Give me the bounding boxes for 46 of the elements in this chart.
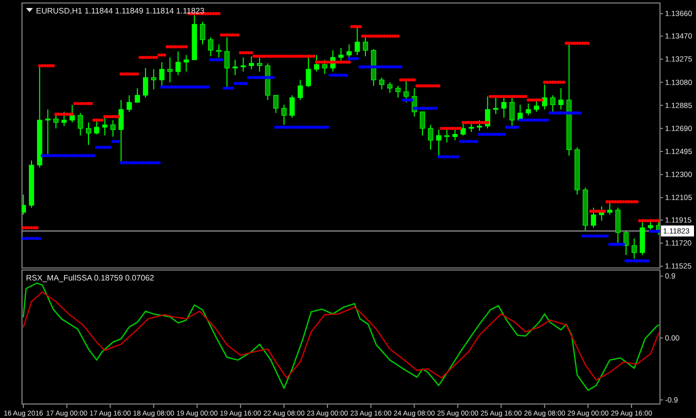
candlestick — [176, 51, 181, 76]
candlestick — [558, 88, 564, 110]
line-series — [22, 282, 660, 391]
candlestick — [273, 94, 278, 114]
candlestick — [395, 85, 401, 98]
candlestick — [306, 56, 312, 88]
candlestick — [142, 68, 148, 98]
candlestick — [281, 104, 287, 126]
candlestick — [110, 120, 116, 138]
candlestick — [78, 112, 83, 136]
candlestick — [387, 82, 392, 94]
candlestick — [428, 124, 434, 150]
candlestick — [526, 103, 531, 116]
candlestick — [615, 207, 621, 244]
candlestick — [314, 54, 320, 72]
candlestick — [452, 126, 458, 141]
candlestick — [632, 238, 637, 260]
candlestick — [216, 44, 222, 58]
candlestick — [240, 56, 246, 72]
candlestick — [232, 59, 238, 76]
candlestick — [86, 122, 92, 146]
candlestick — [420, 111, 426, 136]
candlestick — [61, 111, 67, 127]
candlestick — [151, 68, 156, 90]
candlestick — [298, 79, 303, 101]
line-series — [22, 291, 660, 381]
candlestick — [534, 100, 540, 112]
candlestick — [22, 194, 26, 216]
chart-title: RSX_MA_FullSSA 0.18759 0.07062 — [26, 274, 155, 282]
candlestick — [623, 230, 629, 256]
candlestick — [126, 94, 132, 112]
candlestick — [362, 36, 368, 57]
candlestick — [167, 56, 173, 83]
candlestick — [184, 54, 189, 72]
candlestick — [338, 47, 344, 63]
candlestick — [590, 207, 596, 228]
candlestick — [200, 21, 206, 45]
candlestick — [118, 100, 124, 164]
candlestick — [648, 220, 654, 232]
candlestick — [208, 36, 214, 57]
candlestick — [248, 56, 254, 70]
candlestick — [53, 112, 59, 129]
candlestick — [379, 77, 384, 90]
candlestick — [290, 94, 295, 118]
candlestick — [256, 56, 262, 72]
candlestick — [134, 88, 140, 103]
